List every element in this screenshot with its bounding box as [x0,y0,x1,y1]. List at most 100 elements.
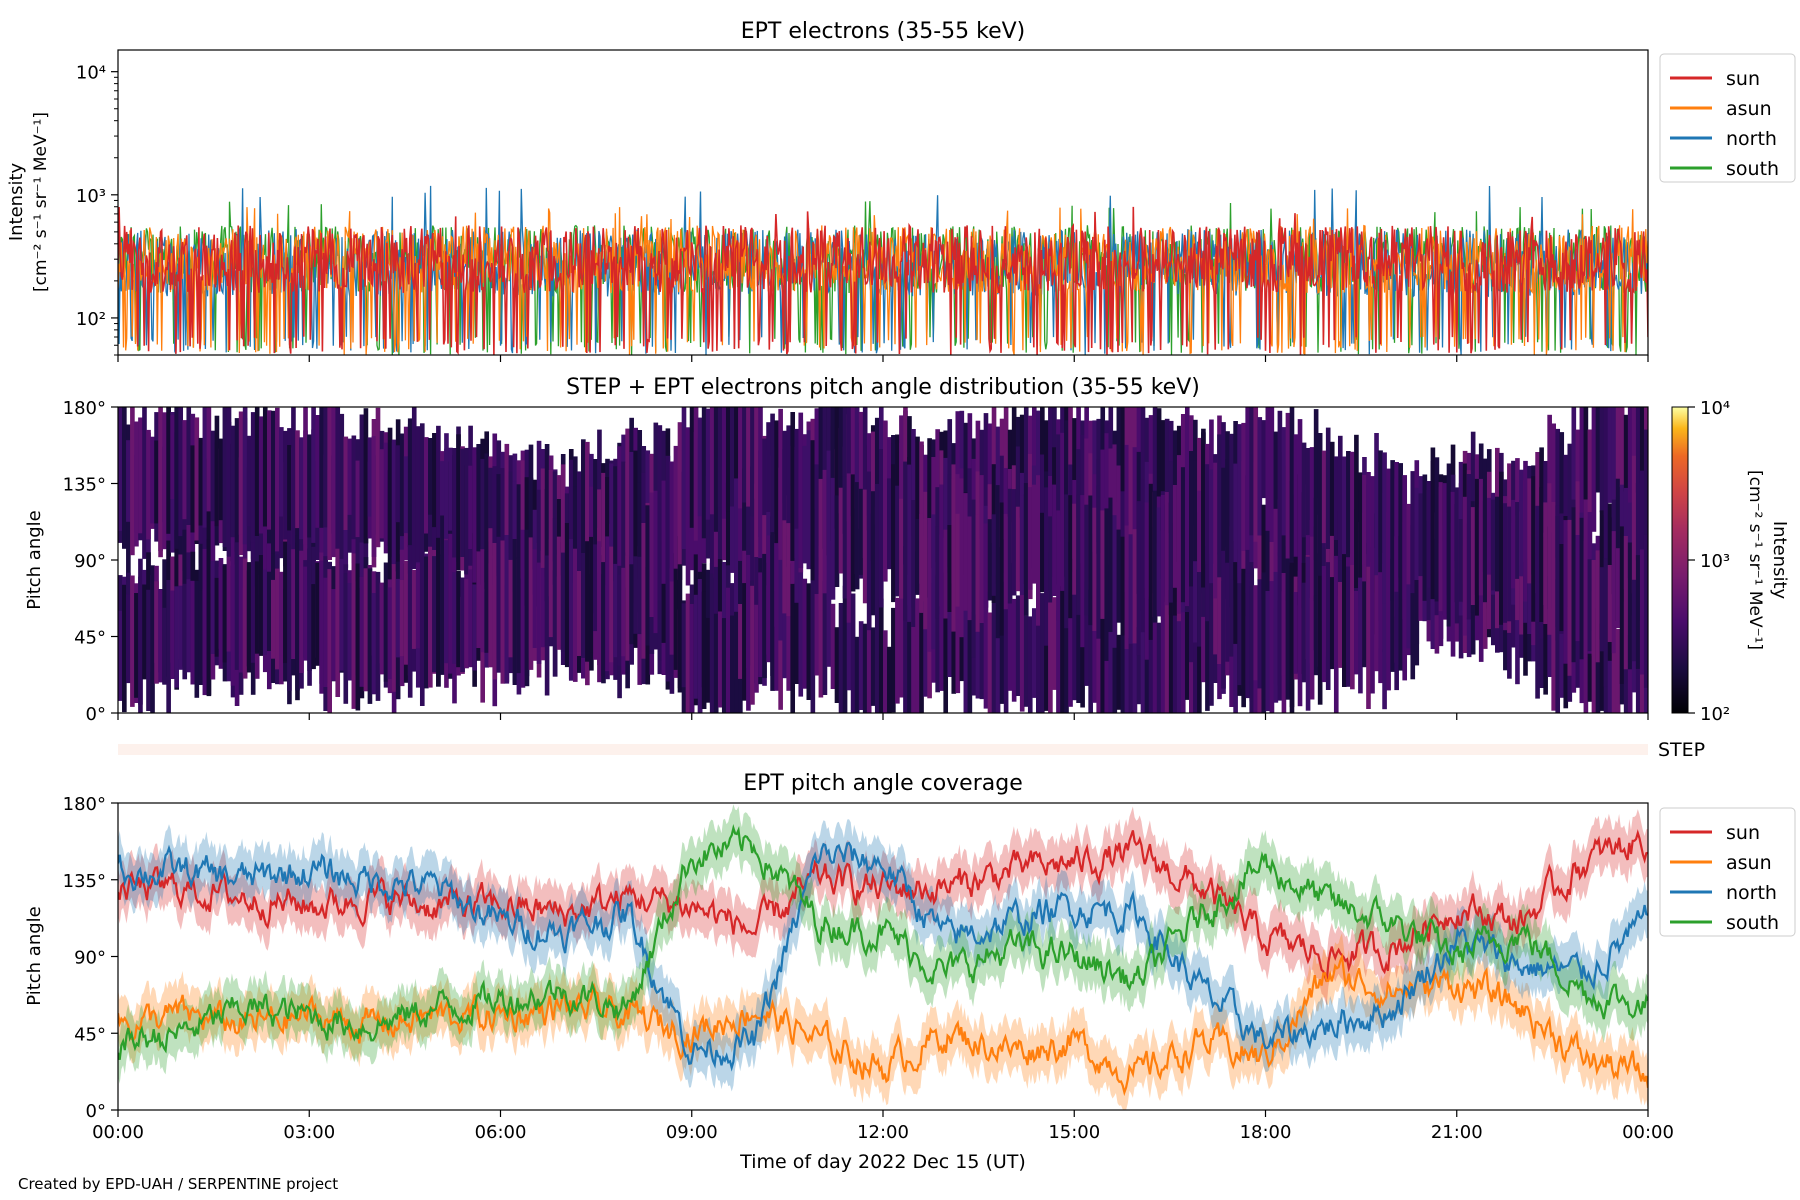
heatmap-cell [1168,589,1174,713]
heatmap-cell [1193,577,1198,713]
heatmap-cell [693,407,699,541]
heatmap-cell [887,478,892,570]
heatmap-cell [593,459,598,614]
heatmap-cell [1156,507,1162,617]
heatmap-cell [399,433,405,537]
heatmap-cell [1402,522,1408,681]
heatmap-cell [802,445,808,564]
heatmap-cell [1382,452,1387,604]
heatmap-cell [1346,566,1351,687]
heatmap-cell [597,541,602,683]
heatmap-cell [1044,487,1049,646]
heatmap-cell [234,418,240,552]
heatmap-cell [1132,447,1138,549]
heatmap-cell [874,417,880,507]
heatmap-cell [1197,490,1202,572]
heatmap-cell [1386,468,1391,601]
heatmap-cell [1056,434,1061,585]
heatmap-cell [387,427,393,580]
heatmap-cell [230,425,236,543]
heatmap-cell [548,470,554,597]
heatmap-cell [500,540,506,657]
heatmap-cell [1124,635,1130,713]
heatmap-cell [1639,549,1645,675]
heatmap-cell [649,492,655,617]
heatmap-cell [1418,493,1424,577]
heatmap-cell [182,583,188,680]
legend-label-south: south [1726,912,1779,934]
heatmap-cell [629,452,634,567]
heatmap-cell [198,437,204,526]
heatmap-cell [1112,515,1118,648]
heatmap-cell [738,604,743,679]
y-tick-label: 180° [63,398,106,419]
heatmap-cell [271,579,276,659]
heatmap-cell [750,407,755,517]
heatmap-cell [782,430,787,521]
heatmap-cell [271,410,276,554]
colorbar-tick-label: 10⁴ [1700,398,1730,419]
heatmap-cell [609,546,614,663]
heatmap-cell [198,590,204,685]
heatmap-cell [713,613,719,713]
heatmap-cell [927,518,932,652]
heatmap-cell [746,476,751,590]
heatmap-cell [975,591,981,699]
heatmap-cell [1394,462,1399,592]
heatmap-cell [488,528,494,666]
heatmap-cell [295,430,300,529]
heatmap-cell [786,495,791,617]
heatmap-cell [999,502,1005,636]
heatmap-cell [705,617,711,703]
heatmap-cell [1639,470,1645,571]
heatmap-cell [1571,507,1577,663]
heatmap-cell [911,607,916,713]
heatmap-cell [1639,407,1645,484]
heatmap-cell [363,408,369,544]
x-tick-label: 12:00 [857,1122,909,1143]
heatmap-cell [613,466,618,582]
heatmap-cell [1333,555,1339,713]
heatmap-cell [1164,596,1170,713]
heatmap-cell [625,555,630,661]
heatmap-cell [1599,567,1605,652]
coverage-line-asun [118,952,1648,1097]
heatmap-cell [750,466,755,605]
heatmap-cell [287,544,292,691]
heatmap-cell [681,407,687,549]
heatmap-cell [951,478,957,632]
heatmap-cell [838,603,844,713]
heatmap-cell [1309,598,1315,700]
heatmap-cell [1241,568,1246,708]
y-tick-label: 10² [76,309,106,330]
heatmap-cell [842,585,848,713]
heatmap-cell [1124,444,1130,593]
heatmap-cell [1027,616,1033,713]
heatmap-cell [1140,534,1146,633]
x-tick-label: 18:00 [1240,1122,1292,1143]
heatmap-cell [1615,407,1621,497]
heatmap-cell [641,523,647,659]
heatmap-cell [870,431,876,514]
heatmap-cell [468,465,473,549]
heatmap-cell [923,601,928,697]
heatmap-cell [182,420,188,520]
heatmap-cell [1261,420,1267,499]
heatmap-cell [275,568,280,670]
x-tick-label: 03:00 [283,1122,335,1143]
heatmap-cell [794,582,800,684]
heatmap-cell [1458,519,1464,602]
heatmap-cell [1490,499,1496,591]
heatmap-cell [1205,464,1210,565]
heatmap-cell [1535,505,1540,584]
heatmap-cell [1607,407,1613,503]
heatmap-cell [351,435,357,540]
heatmap-cell [629,564,634,645]
heatmap-cell [919,513,924,613]
heatmap-cell [311,407,316,543]
heatmap-cell [254,407,260,536]
heatmap-cell [903,598,908,713]
panel1-yticks: 10² 10³ 10⁴ [76,63,118,356]
heatmap-cell [657,467,663,601]
heatmap-cell [1511,499,1516,589]
